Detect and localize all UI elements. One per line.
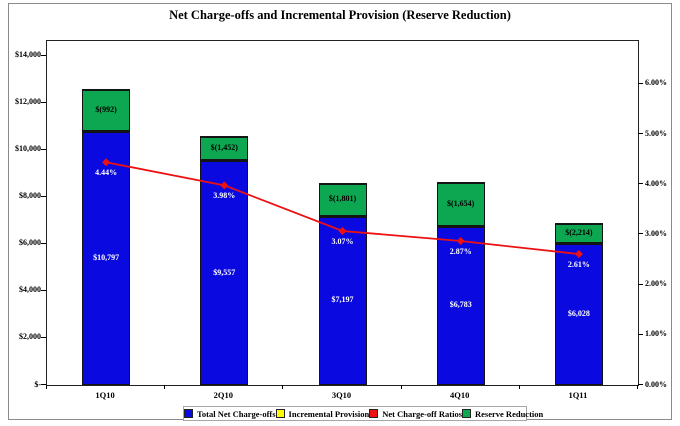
left-axis-tick-label: $8,000 (19, 191, 41, 201)
legend-swatch-icon (369, 409, 379, 418)
left-axis-tick-mark (41, 384, 46, 385)
bar-segment-total-net-charge-offs (554, 243, 603, 385)
left-axis-tick-mark (41, 54, 46, 56)
ratio-label: 3.07% (331, 236, 354, 246)
x-axis-category-label: 1Q10 (95, 390, 115, 400)
right-axis-tick-mark (638, 333, 643, 335)
left-axis-tick-mark (41, 289, 46, 291)
right-axis-tick-mark (638, 183, 643, 185)
right-axis-tick-mark (638, 384, 643, 385)
ratio-label: 3.98% (213, 191, 236, 201)
x-axis-category-label: 3Q10 (331, 390, 352, 400)
x-axis-tick-mark (518, 385, 520, 389)
ratio-label: 4.44% (95, 168, 118, 178)
left-axis-tick-label: $12,000 (15, 97, 41, 107)
left-axis-tick-mark (41, 148, 46, 150)
chart-title: Net Charge-offs and Incremental Provisio… (169, 8, 511, 22)
legend-label: Incremental Provision (288, 408, 370, 419)
right-axis-tick-label: 0.00% (645, 379, 667, 389)
left-axis-tick-mark (41, 101, 46, 103)
left-axis-tick-mark (41, 242, 46, 244)
ratio-label: 2.61% (567, 260, 590, 270)
left-axis-tick-label: $10,000 (15, 144, 41, 154)
x-axis-tick-mark (46, 385, 47, 389)
right-axis-tick-label: 5.00% (645, 128, 667, 138)
legend-item: Total Net Charge-offs (184, 409, 276, 419)
left-axis-tick-label: $4,000 (19, 285, 41, 295)
bar-value-label: $9,557 (213, 267, 236, 277)
right-axis-tick-mark (638, 233, 643, 235)
bar-value-label: $10,797 (93, 253, 120, 263)
bar-segment-reserve-reduction (200, 135, 249, 161)
left-axis-tick-label: $14,000 (15, 50, 41, 60)
x-axis-tick-mark (400, 385, 402, 389)
legend: Total Net Charge-offs Incremental Provisi… (183, 406, 543, 421)
bar-segment-reserve-reduction (82, 88, 131, 132)
right-axis-tick-mark (638, 82, 643, 84)
right-axis-tick-label: 2.00% (645, 279, 667, 289)
reserve-reduction-label: $(2,214) (565, 228, 593, 238)
plot-area: $10,797 $(992) 4.44% $9,557 $(1,452) 3.98% $7,… (46, 40, 639, 386)
legend-swatch-icon (462, 409, 472, 418)
left-axis-tick-mark (41, 195, 46, 197)
legend-label: Net Charge-off Ratios (382, 408, 463, 419)
legend-label: Total Net Charge-offs (197, 408, 276, 419)
right-axis-tick-label: 6.00% (645, 78, 667, 88)
x-axis-category-label: 1Q11 (568, 390, 588, 400)
right-axis-tick-mark (638, 283, 643, 285)
x-axis-tick-mark (282, 385, 284, 389)
x-axis-tick-mark (637, 385, 638, 389)
reserve-reduction-label: $(1,452) (210, 142, 238, 152)
legend-item: Net Charge-off Ratios (369, 409, 462, 419)
x-axis-tick-mark (164, 385, 166, 389)
reserve-reduction-label: $(1,654) (447, 198, 475, 208)
left-axis-tick-label: $6,000 (19, 238, 41, 248)
right-axis-tick-label: 4.00% (645, 178, 667, 188)
bar-value-label: $6,783 (449, 300, 472, 310)
reserve-reduction-label: $(992) (95, 105, 117, 115)
left-axis-tick-label: $- (34, 379, 41, 389)
legend-label: Reserve Reduction (475, 408, 544, 419)
legend-item: Incremental Provision (275, 408, 370, 419)
left-axis-tick-mark (41, 336, 46, 338)
legend-swatch-icon (184, 409, 193, 418)
right-axis-tick-label: 3.00% (645, 228, 667, 238)
right-axis-tick-mark (638, 133, 643, 135)
left-axis-tick-label: $2,000 (19, 332, 41, 342)
ratio-label: 2.87% (449, 247, 472, 257)
bar-value-label: $7,197 (331, 295, 354, 305)
legend-swatch-icon (275, 409, 285, 418)
x-axis-category-label: 2Q10 (213, 390, 233, 400)
reserve-reduction-label: $(1,801) (328, 194, 357, 204)
x-axis-category-label: 4Q10 (450, 390, 470, 400)
right-axis-tick-label: 1.00% (645, 329, 667, 339)
legend-item: Reserve Reduction (462, 409, 543, 419)
bar-value-label: $6,028 (567, 309, 590, 319)
